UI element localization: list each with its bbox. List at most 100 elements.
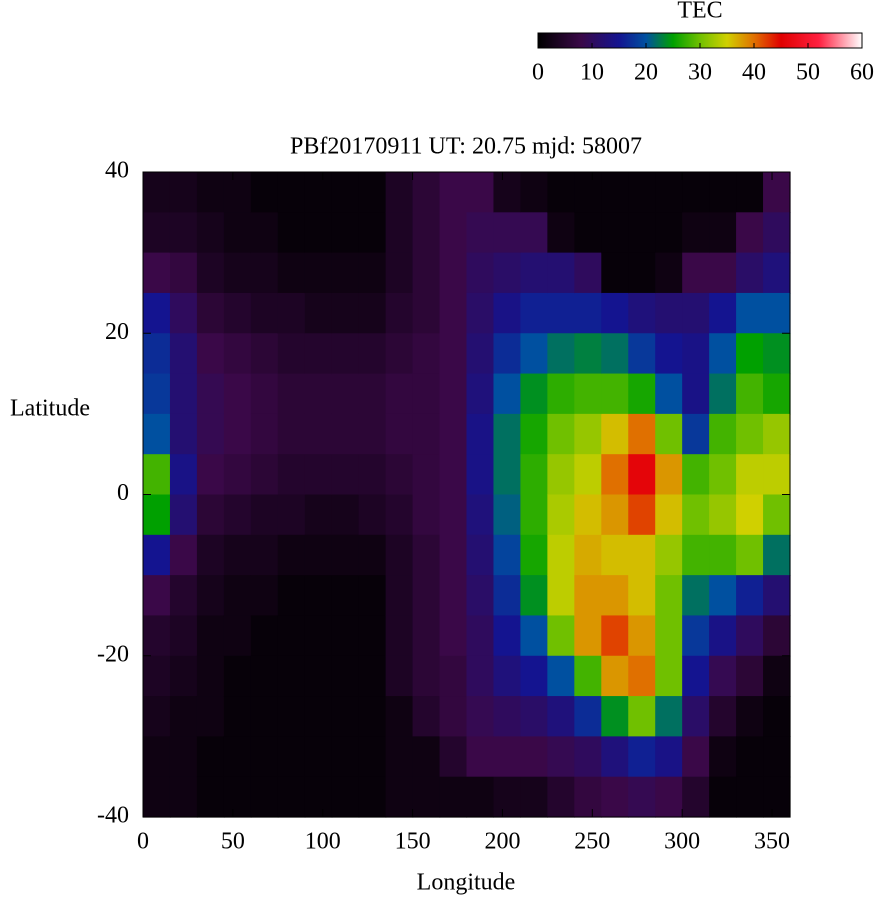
heat-cell <box>655 252 683 294</box>
heat-cell <box>223 615 252 657</box>
heat-cell <box>196 696 225 737</box>
heat-cell <box>736 252 764 294</box>
heat-cell <box>412 575 441 617</box>
heat-cell <box>709 333 737 375</box>
heat-cell <box>304 172 333 213</box>
heat-cell <box>143 212 171 254</box>
heat-cell <box>385 413 414 455</box>
heat-cell <box>628 333 656 375</box>
heat-cell <box>655 655 683 697</box>
heat-cell <box>223 172 252 213</box>
heat-cell <box>736 172 764 213</box>
heat-cell <box>304 534 333 576</box>
colorbar-tick-label: 60 <box>850 60 874 86</box>
heat-cell <box>493 615 522 657</box>
heat-cell <box>250 575 279 617</box>
y-axis-label: Latitude <box>10 396 90 422</box>
heat-cell <box>358 333 387 375</box>
heat-cell <box>331 615 360 657</box>
heat-cell <box>358 736 387 778</box>
colorbar-tick-label: 40 <box>742 60 766 86</box>
heat-cell <box>763 776 791 818</box>
heat-cell <box>439 655 468 697</box>
colorbar-tick-label: 20 <box>634 60 658 86</box>
heat-cell <box>169 575 198 617</box>
heat-cell <box>223 252 252 294</box>
heat-cell <box>143 615 171 657</box>
heat-cell <box>385 575 414 617</box>
heat-cell <box>520 333 548 375</box>
heat-cell <box>655 292 683 334</box>
heat-cell <box>439 696 468 737</box>
heat-cell <box>520 413 548 455</box>
heat-cell <box>385 776 414 818</box>
heat-cell <box>196 776 225 818</box>
heat-cell <box>250 413 279 455</box>
heat-cell <box>466 615 495 657</box>
heat-cell <box>709 736 737 778</box>
heat-cell <box>385 736 414 778</box>
heat-cell <box>709 252 737 294</box>
heat-cell <box>304 413 333 455</box>
heat-cell <box>196 373 225 415</box>
heat-cell <box>277 575 306 617</box>
heat-cell <box>304 212 333 254</box>
heat-cell <box>520 212 548 254</box>
heat-cell <box>628 212 656 254</box>
heat-cell <box>709 655 737 697</box>
heat-cell <box>763 172 791 213</box>
heat-cell <box>439 575 468 617</box>
heat-cell <box>143 454 171 496</box>
heat-cell <box>628 413 656 455</box>
heat-cell <box>682 373 710 415</box>
heat-cell <box>628 615 656 657</box>
heat-cell <box>736 373 764 415</box>
heat-cell <box>574 615 602 657</box>
heat-cell <box>277 373 306 415</box>
heat-cell <box>466 454 495 496</box>
heat-cell <box>628 252 656 294</box>
heat-cell <box>412 172 441 213</box>
heat-cell <box>709 373 737 415</box>
heat-cell <box>304 373 333 415</box>
heat-cell <box>547 454 575 496</box>
heat-cell <box>250 534 279 576</box>
heat-cell <box>601 736 629 778</box>
x-tick-label: 150 <box>395 829 431 855</box>
heat-cell <box>385 212 414 254</box>
heat-cell <box>655 736 683 778</box>
heat-cell <box>520 373 548 415</box>
heat-cell <box>196 172 225 213</box>
heat-cell <box>304 292 333 334</box>
heat-cell <box>439 736 468 778</box>
heat-cell <box>223 575 252 617</box>
heat-cell <box>223 333 252 375</box>
heat-cell <box>709 776 737 818</box>
heat-cell <box>655 413 683 455</box>
heat-cell <box>520 655 548 697</box>
heat-cell <box>250 454 279 496</box>
heat-cell <box>493 575 522 617</box>
heat-cell <box>493 655 522 697</box>
heat-cell <box>547 333 575 375</box>
heat-cell <box>169 615 198 657</box>
heat-cell <box>628 575 656 617</box>
heat-cell <box>601 494 629 536</box>
heat-cell <box>412 212 441 254</box>
heat-cell <box>736 534 764 576</box>
heat-cell <box>493 212 522 254</box>
heat-cell <box>520 292 548 334</box>
heat-cell <box>466 373 495 415</box>
heat-cell <box>466 655 495 697</box>
heat-cell <box>169 172 198 213</box>
heat-cell <box>547 655 575 697</box>
heat-cell <box>196 292 225 334</box>
heat-cell <box>520 454 548 496</box>
heat-cell <box>169 736 198 778</box>
heat-cell <box>574 292 602 334</box>
heat-cell <box>709 534 737 576</box>
heat-cell <box>304 333 333 375</box>
heat-cell <box>601 696 629 737</box>
heat-cell <box>466 776 495 818</box>
y-tick-label: 40 <box>105 158 129 184</box>
